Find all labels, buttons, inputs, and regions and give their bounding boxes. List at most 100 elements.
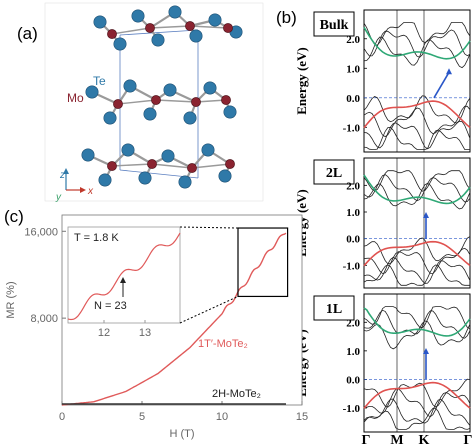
band-ytick-label: 2.0 (346, 317, 360, 329)
series-label-2h: 2H-MoTe₂ (212, 388, 261, 400)
atoms (81, 5, 243, 189)
inset-arrow-head (120, 277, 126, 283)
bond (155, 99, 197, 103)
mo-atom (113, 99, 123, 109)
te-atom (85, 85, 99, 99)
te-atom (163, 83, 177, 97)
te-atom (208, 13, 222, 27)
mr-xlabel: H (T) (169, 428, 194, 440)
band-title: 1L (326, 302, 342, 317)
panel-b: (b) Bulk 2.0 1.0 0.0 -1.0 Energy (eV) 2L 2.0 1.0… (272, 0, 474, 447)
mr-ylabel: MR (%) (5, 281, 17, 318)
mo-atom (107, 29, 117, 39)
te-atom (93, 15, 107, 29)
bond (189, 25, 229, 29)
zoom-connector (179, 226, 239, 229)
mr-chart: 16,000 8,000 0 5 10 15 MR (%) H (T) 1T′-MoTe₂ 2H-… (5, 214, 308, 440)
mr-ytick-label: 8,000 (30, 313, 58, 325)
bond (195, 99, 227, 103)
te-atom (138, 171, 152, 185)
panel-c: (c) 16,000 8,000 0 5 10 15 MR (%) H (T) 1T′-MoTe… (0, 205, 320, 447)
te-atom (103, 111, 117, 125)
te-atom (189, 29, 203, 43)
band-ytick-label: 1.0 (346, 207, 360, 219)
zoom-box (237, 227, 289, 298)
band-line (363, 407, 471, 430)
inset-temperature: T = 1.8 K (74, 232, 119, 244)
kpoint-label: Γ (362, 433, 371, 447)
mo-atom (221, 95, 231, 105)
band-line (363, 170, 471, 192)
te-atom (131, 9, 145, 23)
mo-atom (187, 163, 197, 173)
band-ytick-label: 1.0 (346, 346, 360, 358)
band-title-box (313, 159, 355, 185)
te-atom (113, 37, 127, 51)
y-axis-label: y (55, 192, 62, 203)
band-plot-frame (363, 157, 471, 289)
axes-indicator: z y x (55, 168, 94, 203)
bond (151, 163, 193, 169)
mr-xtick-label: 0 (59, 411, 65, 423)
bond (117, 99, 157, 105)
band-line (363, 264, 470, 286)
zoom-connector (179, 295, 239, 324)
band-ytick-label: -1.0 (343, 122, 361, 134)
valence-band (363, 240, 471, 267)
kpoint-label: M (390, 433, 403, 447)
conduction-band (363, 174, 471, 205)
bond (111, 163, 153, 167)
mo-atom (225, 159, 235, 169)
te-atom (183, 111, 197, 125)
band-ytick-label: 1.0 (346, 63, 360, 75)
mo-atom (223, 23, 233, 33)
band-line (363, 120, 471, 150)
series-1t-mote2 (61, 232, 287, 406)
te-atom (151, 33, 165, 47)
inset-xtick-label: 12 (98, 327, 110, 339)
mo-atom (151, 95, 161, 105)
band-ytick-label: -1.0 (343, 403, 361, 415)
gap-arrow-head (423, 348, 429, 354)
panel-c-label: (c) (4, 207, 24, 226)
z-axis-label: z (59, 170, 65, 181)
band-title: 2L (326, 166, 342, 181)
band-ylabel: Energy (eV) (294, 47, 309, 115)
panel-a: (a) Te Mo z y x (0, 0, 270, 205)
band-title-box (313, 11, 355, 37)
conduction-band (363, 307, 471, 337)
te-atom (203, 81, 217, 95)
panel-a-label: (a) (17, 24, 38, 43)
inset-curve (67, 232, 181, 321)
band-ytick-label: 2.0 (346, 34, 360, 46)
band-ytick-label: 0.0 (346, 234, 360, 246)
band-ytick-label: 0.0 (346, 93, 360, 105)
te-atom (123, 79, 137, 93)
x-axis-label: x (87, 186, 94, 197)
mr-xtick-label: 15 (296, 411, 308, 423)
band-plot-frame (363, 293, 471, 433)
band-ytick-label: 0.0 (346, 374, 360, 386)
inset-xtick-label: 13 (139, 327, 151, 339)
band-line (363, 236, 471, 265)
kpoint-label: K (419, 433, 430, 447)
mr-ytick-label: 16,000 (24, 226, 58, 238)
te-atom (201, 143, 215, 157)
te-label: Te (93, 74, 106, 88)
mo-atom (185, 21, 195, 31)
band-line (363, 36, 471, 69)
gap-arrow-head (423, 212, 429, 218)
crystal-structure: Te Mo z y x (44, 2, 264, 203)
inset-n-label: N = 23 (94, 300, 127, 312)
te-atom (223, 105, 237, 119)
mr-xtick-label: 5 (139, 411, 145, 423)
band-line (363, 29, 471, 58)
band-line (363, 247, 471, 275)
mo-label: Mo (67, 91, 84, 105)
band-line (363, 105, 471, 138)
te-atom (218, 169, 232, 183)
